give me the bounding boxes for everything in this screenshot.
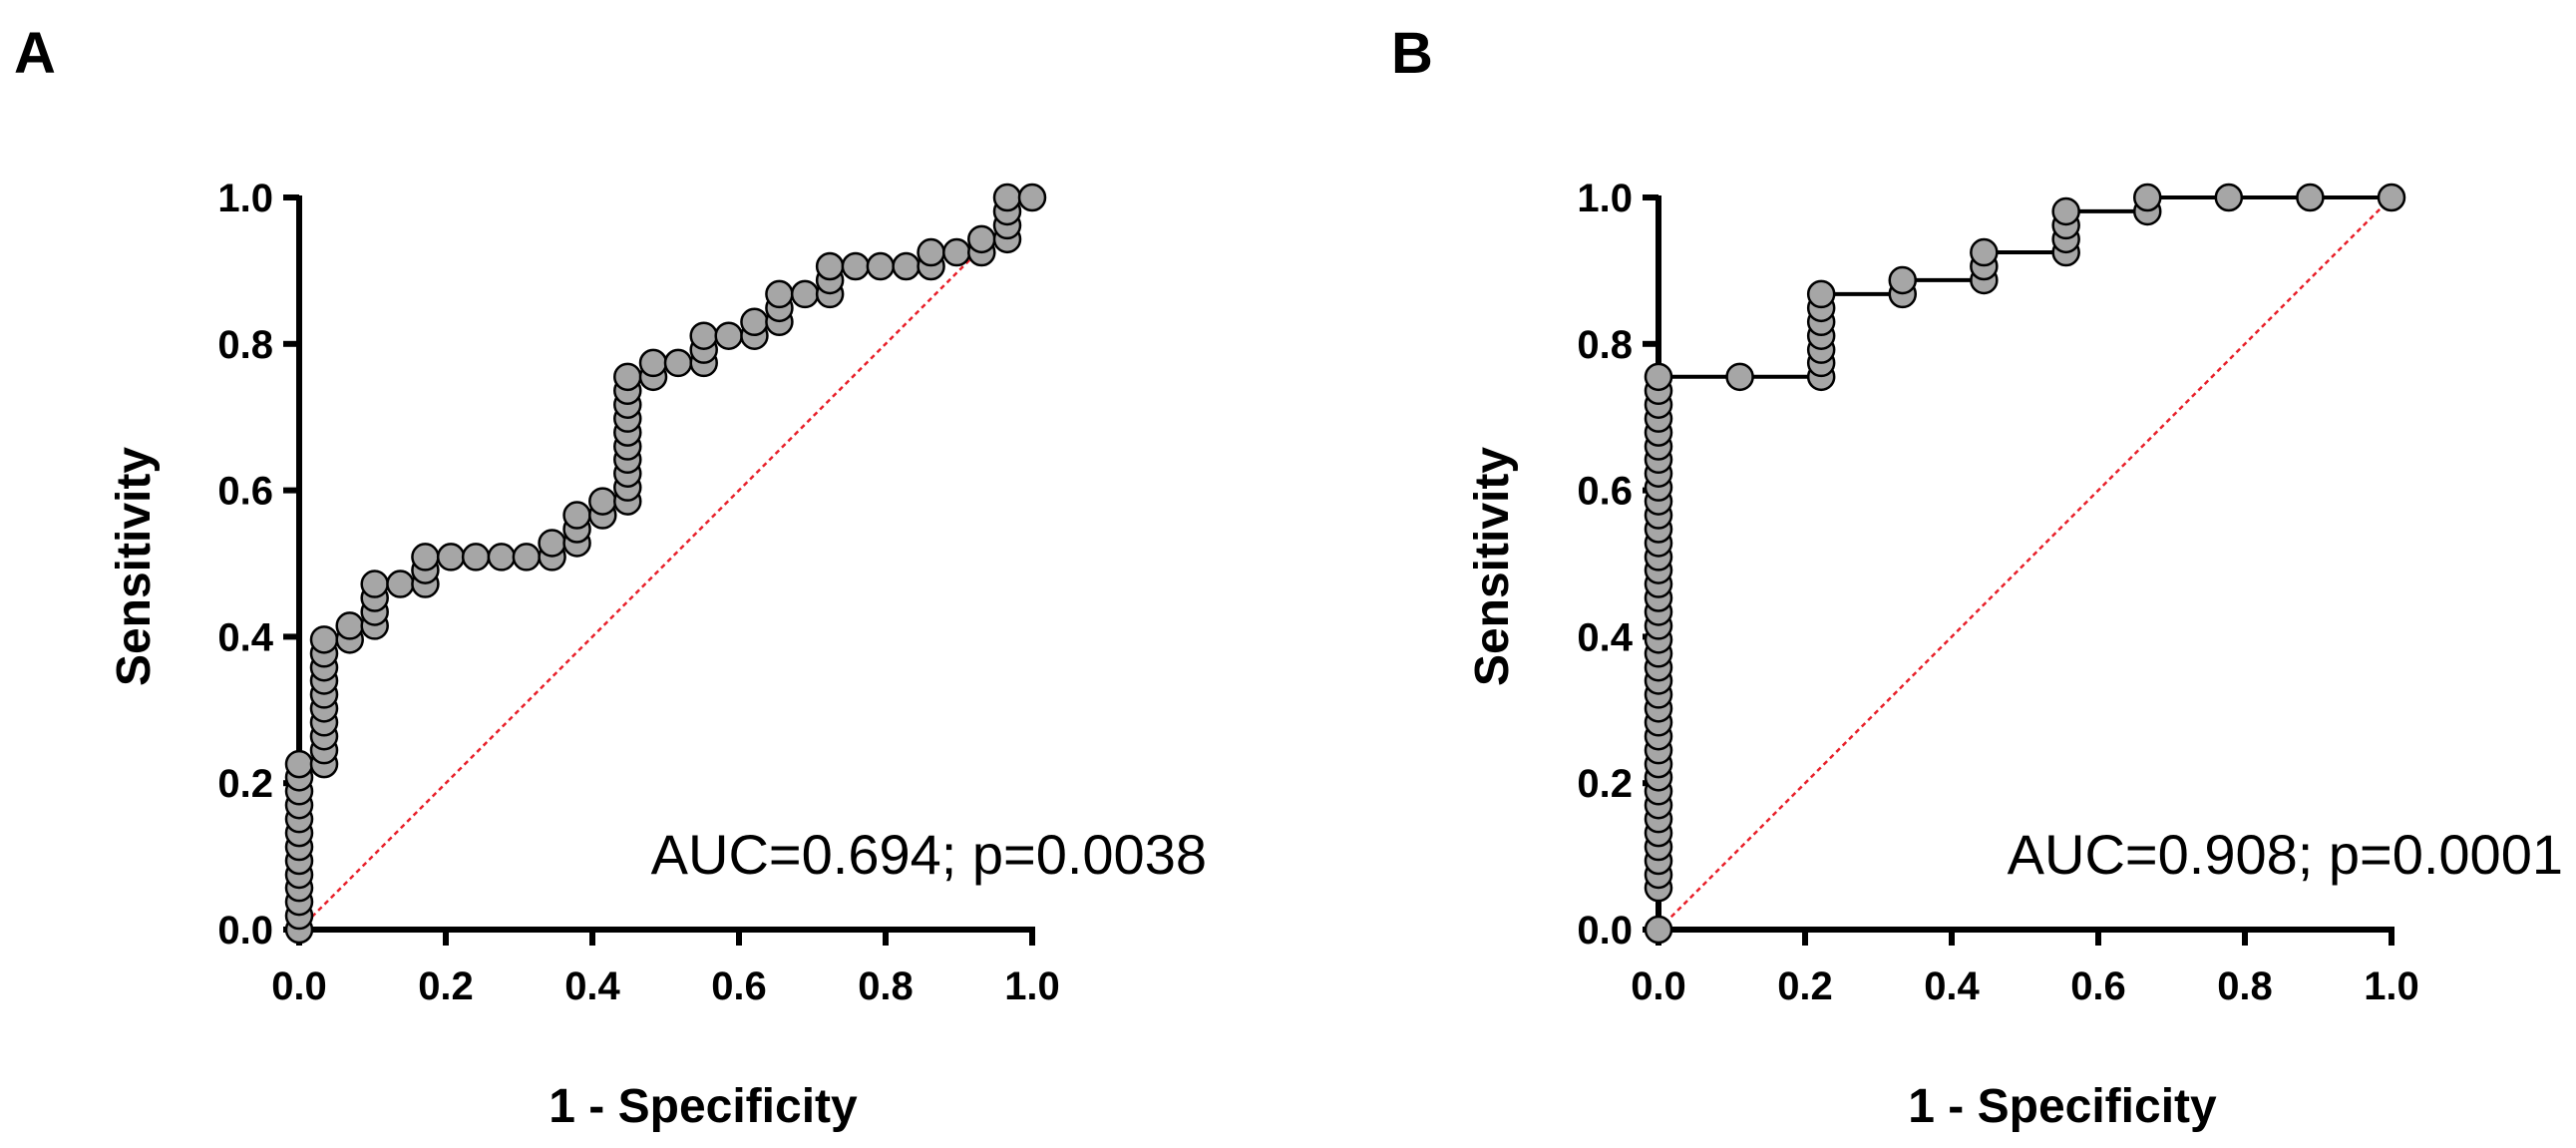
panel-a-roc-point — [461, 543, 491, 572]
panel-a-roc-point — [487, 543, 517, 572]
panel-a-x-tick-label: 1.0 — [1004, 964, 1060, 1008]
panel-b-y-tick-label: 0.2 — [1577, 762, 1633, 806]
panel-a-roc-point — [992, 183, 1022, 212]
panel-a-roc-point — [765, 279, 794, 309]
panel-a-y-tick-label: 0.6 — [217, 470, 273, 514]
panel-a-y-tick-label: 0.8 — [217, 323, 273, 367]
panel-b-x-tick-label: 0.6 — [2070, 964, 2126, 1008]
panel-a-y-tick-label: 0.0 — [217, 909, 273, 953]
panel-b-reference-line — [1657, 196, 2392, 931]
panel-a-roc-point — [436, 543, 466, 572]
panel-b-roc-point — [1644, 915, 1673, 945]
panel-a-roc-point — [309, 625, 339, 654]
panel-b: B Sensitivity 1 - Specificity AUC=0.908;… — [1391, 21, 2563, 1133]
panel-b-y-tick-label: 1.0 — [1577, 177, 1633, 220]
panel-b-roc-point — [1970, 237, 1999, 267]
panel-a-diagonal-line — [298, 196, 1033, 931]
panel-a: A Sensitivity 1 - Specificity AUC=0.694;… — [14, 21, 1207, 1133]
panel-a-y-axis-title: Sensitivity — [108, 447, 161, 686]
panel-a-x-tick-label: 0.6 — [711, 964, 767, 1008]
panel-a-y-tick-label: 0.4 — [217, 615, 273, 659]
panel-b-y-tick-label: 0.8 — [1577, 323, 1633, 367]
panel-b-x-tick-label: 1.0 — [2364, 964, 2419, 1008]
panel-a-roc-point — [588, 487, 617, 516]
panel-b-roc-point — [2214, 183, 2244, 212]
panel-a-roc-point — [284, 749, 314, 779]
panel-b-letter: B — [1391, 21, 1433, 86]
panel-a-roc-point — [335, 611, 364, 640]
panel-b-roc-point — [2296, 183, 2325, 212]
panel-b-y-tick-label: 0.4 — [1577, 615, 1633, 659]
panel-a-y-tick-label: 0.2 — [217, 762, 273, 806]
panel-b-x-tick-label: 0.8 — [2217, 964, 2273, 1008]
panel-a-reference-line — [298, 196, 1033, 931]
panel-b-y-tick-label: 0.0 — [1577, 909, 1633, 953]
panel-b-markers — [1644, 183, 2406, 945]
panel-a-roc-point — [663, 348, 693, 378]
panel-b-x-tick-label: 0.2 — [1777, 964, 1833, 1008]
panel-a-x-tick-label: 0.4 — [564, 964, 620, 1008]
panel-b-y-tick-label: 0.6 — [1577, 470, 1633, 514]
panel-a-roc-point — [1017, 183, 1047, 212]
panel-b-y-axis-title: Sensitivity — [1466, 447, 1519, 686]
panel-a-roc-point — [714, 321, 743, 350]
panel-b-roc-point — [1644, 362, 1673, 392]
panel-a-roc-point — [942, 237, 971, 267]
panel-a-roc-point — [967, 224, 996, 254]
panel-a-x-axis-title: 1 - Specificity — [549, 1080, 858, 1133]
panel-b-x-tick-label: 0.4 — [1924, 964, 1980, 1008]
panel-b-roc-point — [2051, 196, 2080, 226]
panel-a-roc-point — [562, 501, 591, 530]
panel-b-roc-point — [1888, 265, 1918, 295]
panel-a-x-tick-label: 0.0 — [271, 964, 327, 1008]
panel-a-roc-point — [360, 570, 389, 598]
panel-a-roc-point — [386, 570, 415, 598]
panel-a-markers — [284, 183, 1047, 945]
panel-b-roc-point — [2377, 183, 2406, 212]
panel-b-diagonal-line — [1657, 196, 2392, 931]
panel-a-roc-point — [866, 251, 896, 281]
panel-b-auc-annotation: AUC=0.908; p=0.0001 — [2008, 823, 2563, 886]
panel-b-roc-point — [1806, 279, 1836, 309]
panel-a-roc-point — [815, 251, 845, 281]
panel-a-roc-point — [917, 237, 945, 267]
panel-b-roc-point — [2132, 183, 2162, 212]
panel-a-roc-point — [613, 362, 642, 392]
panel-a-roc-point — [538, 529, 566, 558]
panel-a-letter: A — [14, 21, 56, 86]
panel-a-roc-point — [689, 321, 718, 350]
panel-a-y-tick-label: 1.0 — [217, 177, 273, 220]
panel-a-auc-annotation: AUC=0.694; p=0.0038 — [651, 823, 1207, 886]
panel-a-x-tick-label: 0.2 — [418, 964, 474, 1008]
panel-a-axes: 0.0 0.2 0.4 0.6 0.8 1.0 0.0 0.2 0.4 0.6 0.8 1.0 — [217, 177, 1059, 1008]
panel-b-x-axis-title: 1 - Specificity — [1908, 1080, 2217, 1133]
panel-a-roc-point — [512, 543, 542, 572]
panel-b-roc-point — [1725, 362, 1754, 392]
panel-b-x-tick-label: 0.0 — [1631, 964, 1686, 1008]
panel-a-roc-point — [740, 307, 769, 337]
panel-a-roc-point — [411, 543, 440, 572]
panel-a-x-tick-label: 0.8 — [858, 964, 914, 1008]
panel-a-roc-point — [892, 251, 920, 281]
panel-a-roc-point — [841, 251, 871, 281]
panel-a-roc-point — [790, 279, 820, 309]
panel-a-roc-point — [638, 348, 668, 378]
